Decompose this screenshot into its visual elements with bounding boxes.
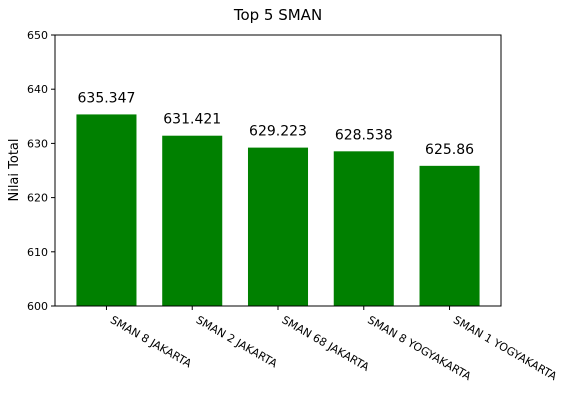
y-tick-label: 630 <box>27 137 48 150</box>
y-tick-label: 640 <box>27 83 48 96</box>
y-tick-label: 610 <box>27 246 48 259</box>
data-labels-layer: 635.347 631.421 629.223 628.538 625.86 <box>78 90 475 157</box>
plot-frame <box>54 34 502 307</box>
bar <box>247 147 309 306</box>
bar-value-label: 625.86 <box>425 142 474 158</box>
x-tick-label: SMAN 2 JAKARTA <box>194 313 280 370</box>
x-tick-label: SMAN 8 JAKARTA <box>108 313 194 370</box>
y-tick-label: 650 <box>27 29 48 42</box>
bar-value-label: 628.538 <box>335 127 393 143</box>
bar-value-label: 635.347 <box>78 90 136 106</box>
chart-title: Top 5 SMAN <box>233 6 322 24</box>
y-tick-label: 620 <box>27 192 48 205</box>
y-axis-label: Nilai Total <box>7 138 22 201</box>
bar <box>419 165 480 306</box>
bar-value-label: 629.223 <box>249 124 307 140</box>
x-axis: SMAN 8 JAKARTA SMAN 2 JAKARTA SMAN 68 JAKA… <box>105 306 559 383</box>
bar <box>162 135 223 306</box>
y-axis: 600 610 620 630 640 650 <box>27 29 55 313</box>
bar-value-label: 631.421 <box>163 112 221 128</box>
bars-layer <box>76 114 480 306</box>
y-tick-label: 600 <box>27 300 48 313</box>
bar <box>76 114 137 306</box>
bar <box>333 151 394 306</box>
x-tick-label: SMAN 68 JAKARTA <box>280 313 372 374</box>
